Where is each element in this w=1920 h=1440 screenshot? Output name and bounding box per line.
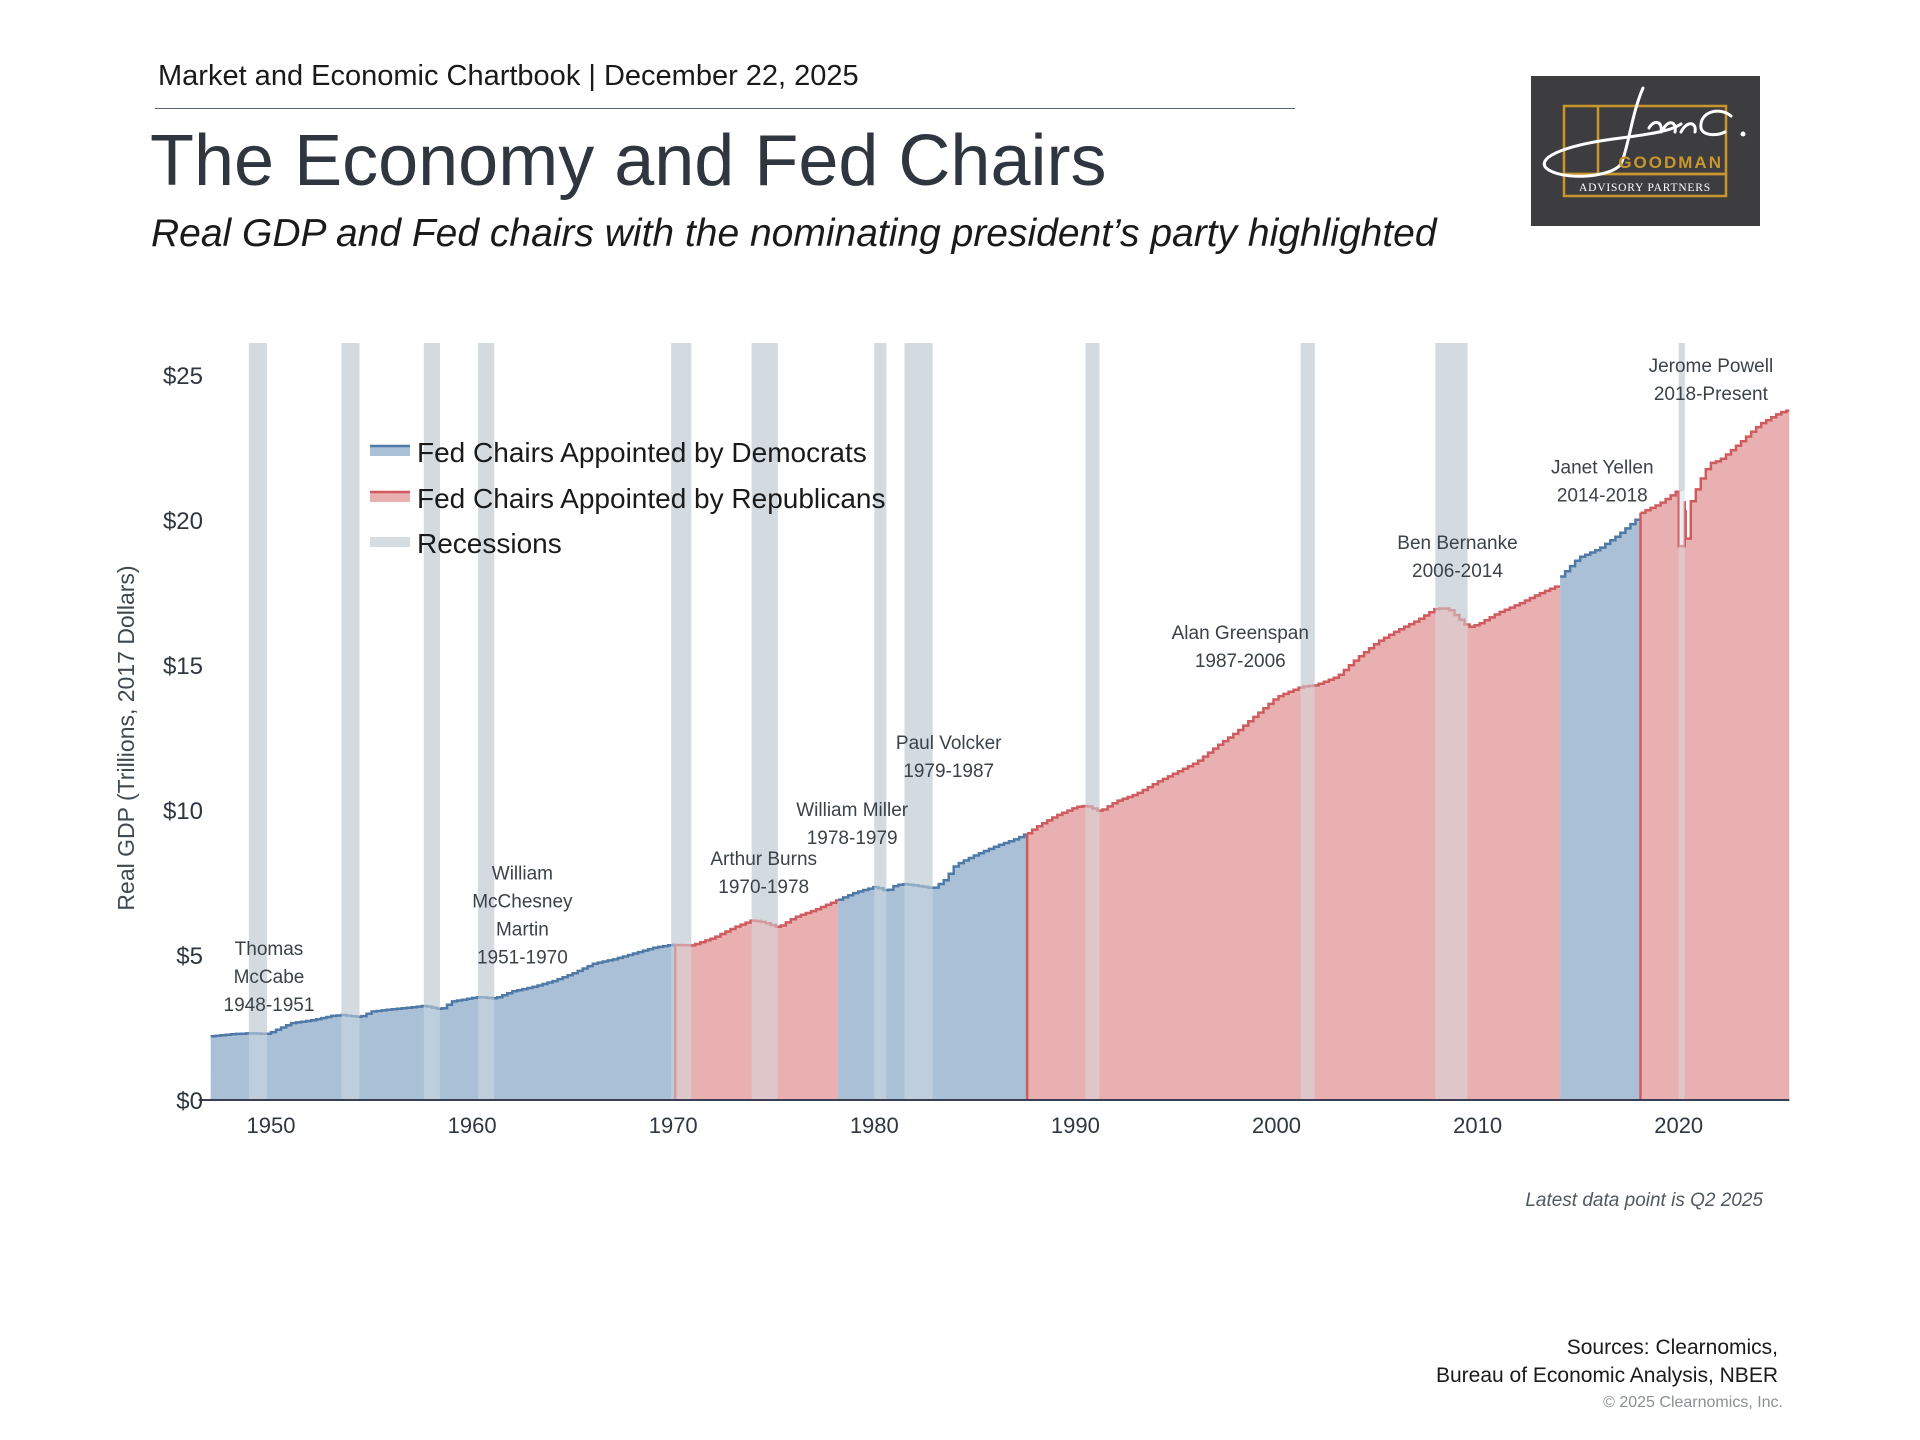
republican-line bbox=[1640, 409, 1790, 540]
legend-label: Fed Chairs Appointed by Democrats bbox=[417, 437, 867, 468]
axes: $0 $5 $10 $15 $20 $25 1950 1960 1970 1980 1990 2000… bbox=[113, 363, 1790, 1138]
x-tick-label: 1970 bbox=[649, 1113, 698, 1138]
democrat-line bbox=[1560, 518, 1641, 578]
recession-overlay bbox=[248, 343, 1685, 1100]
sources-line-2: Bureau of Economic Analysis, NBER bbox=[1436, 1364, 1778, 1387]
chair-term: 1970-1978 bbox=[718, 877, 809, 898]
logo-tagline-frame bbox=[1562, 172, 1728, 198]
recession-overlay-band bbox=[751, 343, 778, 1100]
logo-name: GOODMAN bbox=[1618, 153, 1723, 172]
chair-name: William bbox=[492, 864, 553, 885]
recession-overlay-band bbox=[1435, 343, 1468, 1100]
x-tick-label: 2010 bbox=[1453, 1113, 1502, 1138]
legend-label: Fed Chairs Appointed by Republicans bbox=[417, 483, 886, 514]
y-tick-label: $15 bbox=[163, 653, 203, 680]
chair-name: Ben Bernanke bbox=[1397, 533, 1517, 554]
y-tick-label: $10 bbox=[163, 798, 203, 825]
y-tick-label: $0 bbox=[176, 1088, 203, 1115]
sources-line-1: Sources: Clearnomics, bbox=[1566, 1336, 1778, 1359]
legend-swatch bbox=[370, 446, 410, 456]
chartbook-header: Market and Economic Chartbook | December… bbox=[158, 60, 859, 92]
logo-mark: GOODMAN ADVISORY PARTNERS bbox=[1542, 86, 1746, 198]
chair-term: 1978-1979 bbox=[807, 828, 898, 849]
legend-swatch bbox=[370, 537, 410, 547]
democrat-line bbox=[210, 943, 676, 1038]
legend: Fed Chairs Appointed by Democrats Fed Cha… bbox=[370, 437, 886, 559]
recession-overlay-band bbox=[1300, 343, 1315, 1100]
chair-name: McChesney bbox=[472, 892, 573, 913]
chair-label: Alan Greenspan 1987-2006 bbox=[1172, 623, 1309, 672]
chair-label: Thomas McCabe 1948-1951 bbox=[224, 939, 315, 1016]
y-tick-label: $20 bbox=[163, 508, 203, 535]
logo-dot bbox=[1740, 131, 1746, 137]
copyright: © 2025 Clearnomics, Inc. bbox=[1603, 1394, 1783, 1411]
recession-overlay-band bbox=[423, 343, 440, 1100]
republican-line bbox=[1027, 585, 1561, 835]
y-tick-label: $5 bbox=[176, 943, 203, 970]
chair-term: 1948-1951 bbox=[224, 995, 315, 1016]
legend-label: Recessions bbox=[417, 528, 562, 559]
header-divider bbox=[155, 108, 1295, 109]
chair-term: 2018-Present bbox=[1654, 384, 1769, 405]
chair-name: McCabe bbox=[234, 967, 305, 988]
sources: Sources: Clearnomics, Bureau of Economic… bbox=[1436, 1334, 1778, 1390]
chair-label: Jerome Powell 2018-Present bbox=[1649, 356, 1774, 405]
chair-term: 1987-2006 bbox=[1195, 651, 1286, 672]
chair-label: Ben Bernanke 2006-2014 bbox=[1397, 533, 1517, 582]
chair-name: Thomas bbox=[235, 939, 304, 960]
page-title: The Economy and Fed Chairs bbox=[150, 121, 1107, 201]
chair-name: Martin bbox=[496, 920, 549, 941]
chair-term: 1951-1970 bbox=[477, 948, 568, 969]
chair-term: 2014-2018 bbox=[1557, 486, 1648, 507]
y-tick-label: $25 bbox=[163, 363, 203, 390]
recession-overlay-band bbox=[478, 343, 495, 1100]
chair-name: Alan Greenspan bbox=[1172, 623, 1309, 644]
chair-term: 1979-1987 bbox=[903, 761, 994, 782]
company-logo: GOODMAN ADVISORY PARTNERS bbox=[1531, 76, 1760, 226]
x-tick-label: 2000 bbox=[1252, 1113, 1301, 1138]
x-tick-label: 1960 bbox=[448, 1113, 497, 1138]
x-tick-label: 2020 bbox=[1654, 1113, 1703, 1138]
recession-overlay-band bbox=[341, 343, 360, 1100]
democrat-area bbox=[1560, 519, 1641, 1100]
recession-overlay-band bbox=[1085, 343, 1100, 1100]
recession-overlay-band bbox=[671, 343, 692, 1100]
logo-signature bbox=[1542, 86, 1733, 178]
republican-area bbox=[1640, 410, 1790, 1100]
latest-data-note: Latest data point is Q2 2025 bbox=[1525, 1190, 1763, 1211]
y-axis-title: Real GDP (Trillions, 2017 Dollars) bbox=[113, 565, 139, 910]
chair-term: 2006-2014 bbox=[1412, 561, 1503, 582]
chair-label: Janet Yellen 2014-2018 bbox=[1551, 458, 1654, 507]
recession-overlay-band bbox=[248, 343, 267, 1100]
x-tick-label: 1990 bbox=[1051, 1113, 1100, 1138]
logo-tagline: ADVISORY PARTNERS bbox=[1579, 182, 1711, 194]
legend-swatch bbox=[370, 492, 410, 502]
x-tick-label: 1980 bbox=[850, 1113, 899, 1138]
recession-overlay-band bbox=[874, 343, 887, 1100]
gdp-area-layer bbox=[210, 409, 1790, 1100]
page-subtitle: Real GDP and Fed chairs with the nominat… bbox=[151, 212, 1437, 255]
x-tick-label: 1950 bbox=[247, 1113, 296, 1138]
republican-area bbox=[1027, 586, 1561, 1100]
democrat-line bbox=[838, 833, 1028, 901]
chair-name: Jerome Powell bbox=[1649, 356, 1774, 377]
chair-name: Arthur Burns bbox=[710, 849, 817, 870]
chair-label: William McChesney Martin 1951-1970 bbox=[472, 864, 573, 969]
chair-name: Janet Yellen bbox=[1551, 458, 1654, 479]
democrat-area bbox=[210, 944, 676, 1100]
chair-name: William Miller bbox=[796, 800, 909, 821]
chair-label: William Miller 1978-1979 bbox=[796, 800, 909, 849]
chair-label: Arthur Burns 1970-1978 bbox=[710, 849, 817, 898]
chair-name: Paul Volcker bbox=[896, 733, 1002, 754]
chair-annotations: Thomas McCabe 1948-1951 William McChesney Mar… bbox=[224, 356, 1774, 1016]
recession-overlay-band bbox=[1678, 343, 1685, 1100]
chair-label: Paul Volcker 1979-1987 bbox=[896, 733, 1002, 782]
recession-overlay-band bbox=[904, 343, 933, 1100]
